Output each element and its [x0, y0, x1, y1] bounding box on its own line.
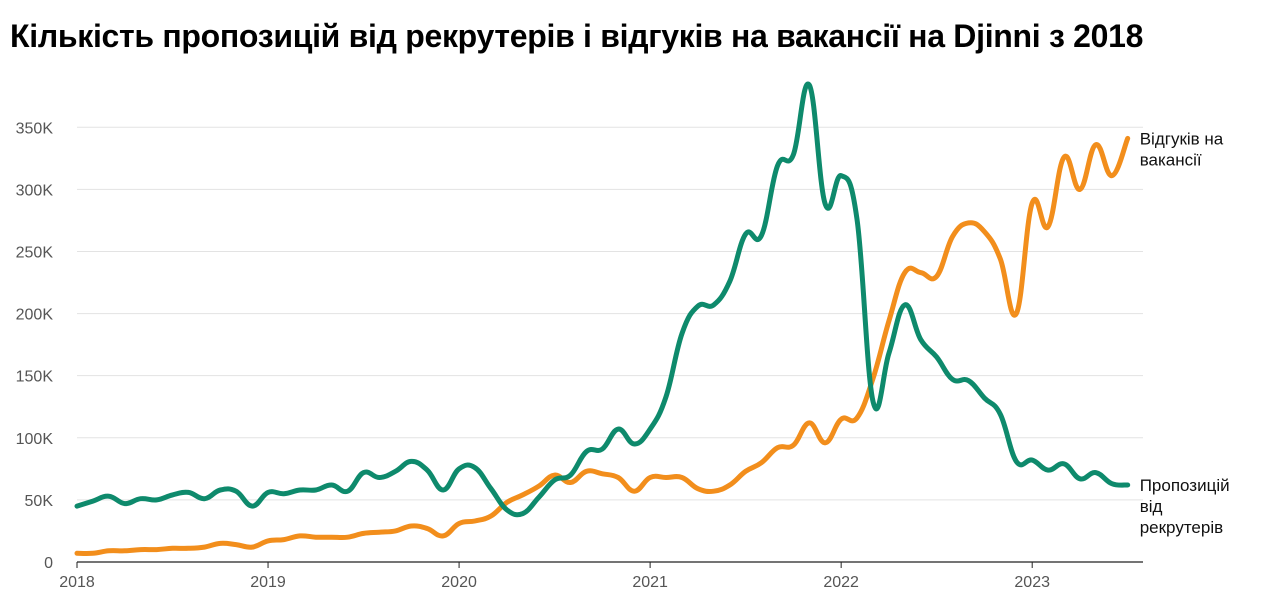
series-label-recruiter-offers: Пропозицій від рекрутерів	[1140, 476, 1230, 537]
axes: 0 50K 100K 150K 200K 250K 300K 350K 2018 2019 2020…	[16, 120, 1143, 591]
series-label-line: від	[1140, 497, 1163, 516]
y-tick-label: 150K	[16, 369, 54, 386]
x-tick-label: 2018	[59, 574, 95, 591]
y-tick-label: 300K	[16, 182, 54, 199]
y-tick-label: 100K	[16, 431, 54, 448]
series-label-line: рекрутерів	[1140, 518, 1223, 537]
y-tick-label: 50K	[25, 493, 54, 510]
x-tick-label: 2019	[250, 574, 286, 591]
gridlines	[77, 126, 1143, 501]
chart-title: Кількість пропозицій від рекрутерів і ві…	[10, 18, 1144, 54]
series-label-job-responses: Відгуків на вакансії	[1140, 129, 1224, 169]
x-tick-label: 2023	[1014, 574, 1050, 591]
series-line-job-responses	[74, 135, 1131, 557]
series-line-recruiter-offers	[74, 81, 1131, 518]
series-labels: Пропозицій від рекрутерів Відгуків на ваканс…	[1140, 129, 1230, 537]
series-lines	[74, 81, 1131, 557]
series-label-line: Пропозицій	[1140, 476, 1230, 495]
y-tick-label: 250K	[16, 244, 54, 261]
x-tick-label: 2022	[823, 574, 859, 591]
y-tick-label: 350K	[16, 120, 54, 137]
series-label-line: вакансії	[1140, 150, 1202, 169]
series-label-line: Відгуків на	[1140, 129, 1224, 148]
x-tick-label: 2021	[632, 574, 668, 591]
y-tick-label: 200K	[16, 307, 54, 324]
y-tick-label: 0	[44, 555, 53, 572]
x-tick-label: 2020	[441, 574, 477, 591]
